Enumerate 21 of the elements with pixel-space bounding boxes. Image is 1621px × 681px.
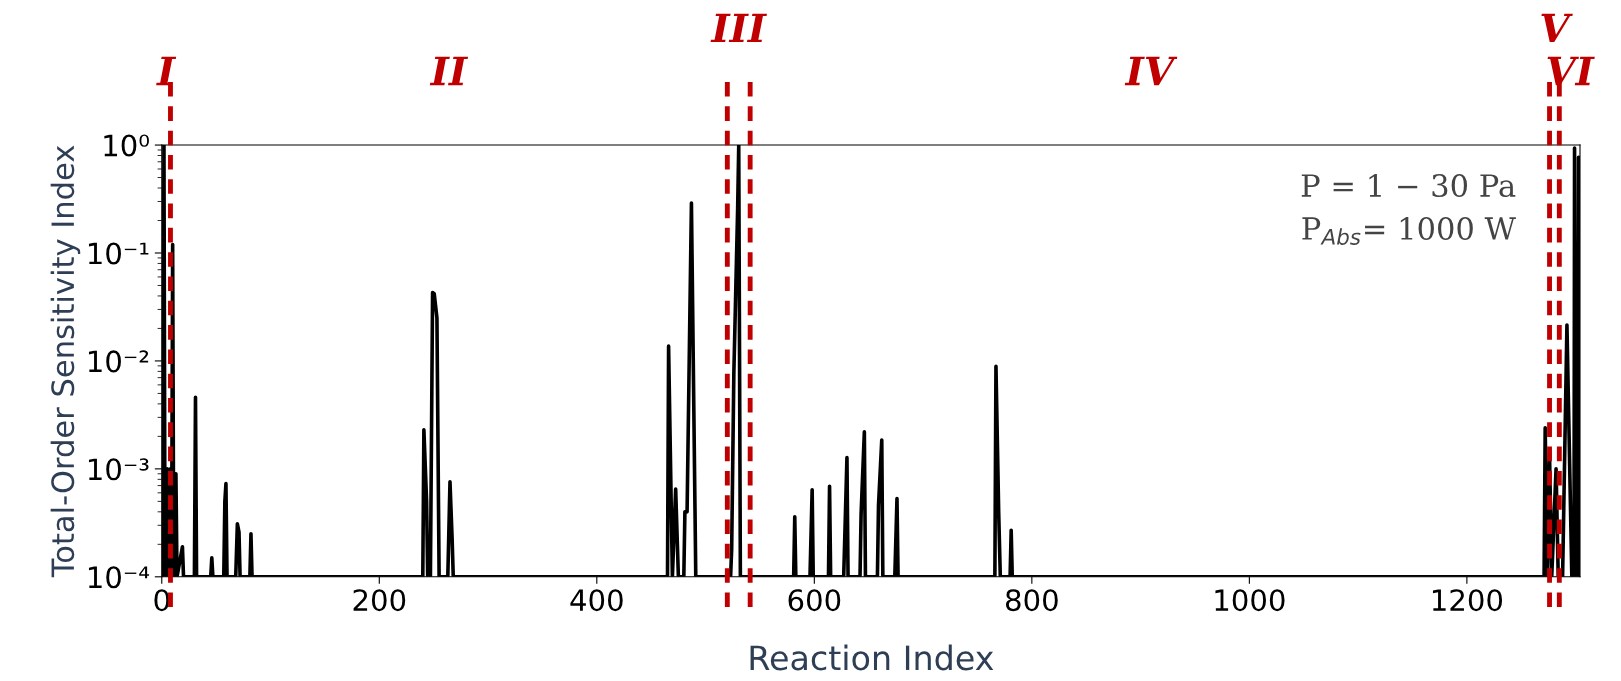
x-tick-label: 800 [1005,589,1058,612]
y-tick-label: 10⁻¹ [88,242,149,265]
text: VI [1547,56,1595,86]
x-tick-label: 400 [570,589,623,612]
annotation: P$_{Abs}$= 1000 W [1302,216,1516,245]
y-tick-label: 10⁻² [88,350,149,373]
x-tick-label: 1000 [1215,589,1285,612]
x-axis-title: Reaction Index [750,644,994,671]
text: IV [1124,56,1178,86]
text: II [429,56,469,86]
text: I [156,56,177,86]
x-tick-label: 600 [788,589,841,612]
annotation: P = 1 − 30 Pa [1301,173,1516,198]
y-tick-label: 10⁻³ [88,458,149,481]
x-tick-label: 200 [353,589,406,612]
y-tick-label: 10⁻⁴ [88,566,150,589]
text: III [710,13,768,42]
text: V [1541,13,1573,42]
x-tick-label: 1200 [1432,589,1503,612]
y-tick-label: 10⁰ [104,134,149,157]
y-axis-title: Total-Order Sensitivity Index [50,145,81,578]
